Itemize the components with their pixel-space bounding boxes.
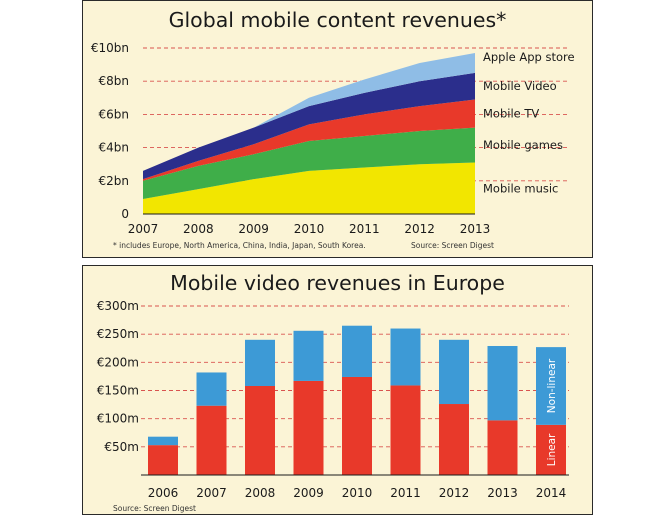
bar-non-linear xyxy=(148,436,178,446)
area-chart: Mobile music Mobile games Mobile TV Mobile … xyxy=(91,41,575,236)
x-tick-label: 2009 xyxy=(293,486,324,500)
europe-video-panel: Mobile video revenues in Europe €50m €100… xyxy=(82,265,593,515)
area-mobile-video xyxy=(143,72,475,180)
x-tick-label: 2010 xyxy=(342,486,373,500)
y-tick-label: 0 xyxy=(121,207,129,221)
bar-chart: €50m €100m €150m €200m €250m €300m 2006 2007 200… xyxy=(97,299,569,500)
bar-linear xyxy=(196,405,227,475)
x-tick-label: 2008 xyxy=(245,486,276,500)
bar-linear xyxy=(342,376,372,475)
y-tick-label: €10bn xyxy=(91,41,129,55)
series-label: Non-linear xyxy=(546,358,558,413)
area-mobile-games xyxy=(143,127,475,200)
footnote: * includes Europe, North America, China,… xyxy=(113,241,366,250)
bar-non-linear xyxy=(342,325,372,377)
x-tick-label: 2009 xyxy=(238,222,269,236)
x-tick-label: 2014 xyxy=(536,486,567,500)
x-tick-label: 2013 xyxy=(460,222,491,236)
area-apple-app-store xyxy=(143,52,475,171)
bar-linear xyxy=(536,424,566,475)
series-label: Mobile music xyxy=(483,181,558,195)
bar-linear xyxy=(148,445,178,475)
bar-non-linear xyxy=(196,372,227,406)
area-mobile-tv xyxy=(143,99,475,181)
chart-title: Global mobile content revenues* xyxy=(168,8,507,32)
x-tick-label: 2012 xyxy=(439,486,470,500)
x-tick-label: 2007 xyxy=(128,222,159,236)
bar-linear xyxy=(439,404,469,475)
x-tick-label: 2010 xyxy=(294,222,325,236)
y-tick-label: €300m xyxy=(97,299,139,313)
global-revenues-panel: Global mobile content revenues* Mobile m… xyxy=(82,0,593,258)
y-tick-label: €200m xyxy=(97,355,139,369)
source-note: Source: Screen Digest xyxy=(113,504,196,513)
x-tick-label: 2006 xyxy=(148,486,179,500)
series-label: Mobile games xyxy=(483,138,563,152)
x-tick-label: 2008 xyxy=(183,222,214,236)
x-tick-label: 2011 xyxy=(349,222,380,236)
y-tick-label: €6bn xyxy=(99,107,130,121)
series-label: Mobile Video xyxy=(483,79,557,93)
y-tick-label: €8bn xyxy=(99,74,130,88)
chart-title: Mobile video revenues in Europe xyxy=(170,271,505,295)
series-label: Linear xyxy=(546,433,558,466)
y-tick-label: €100m xyxy=(97,412,139,426)
y-tick-label: €4bn xyxy=(99,141,130,155)
series-label: Apple App store xyxy=(483,50,575,64)
bar-non-linear xyxy=(536,347,566,425)
y-tick-label: €50m xyxy=(104,440,139,454)
bar-linear xyxy=(390,385,421,475)
x-tick-label: 2007 xyxy=(196,486,227,500)
series-label: Mobile TV xyxy=(483,107,539,121)
bar-linear xyxy=(245,385,275,475)
bar-linear xyxy=(293,380,324,475)
area-mobile-music xyxy=(143,162,475,214)
x-tick-label: 2011 xyxy=(390,486,421,500)
bar-non-linear xyxy=(487,345,518,421)
x-tick-label: 2012 xyxy=(404,222,435,236)
bar-non-linear xyxy=(390,328,421,386)
y-tick-label: €150m xyxy=(97,384,139,398)
source-note: Source: Screen Digest xyxy=(411,241,494,250)
bar-linear xyxy=(487,420,518,475)
bar-non-linear xyxy=(245,339,275,386)
bar-non-linear xyxy=(293,330,324,381)
y-tick-label: €2bn xyxy=(99,174,130,188)
bar-non-linear xyxy=(439,339,469,405)
y-tick-label: €250m xyxy=(97,327,139,341)
x-tick-label: 2013 xyxy=(487,486,518,500)
